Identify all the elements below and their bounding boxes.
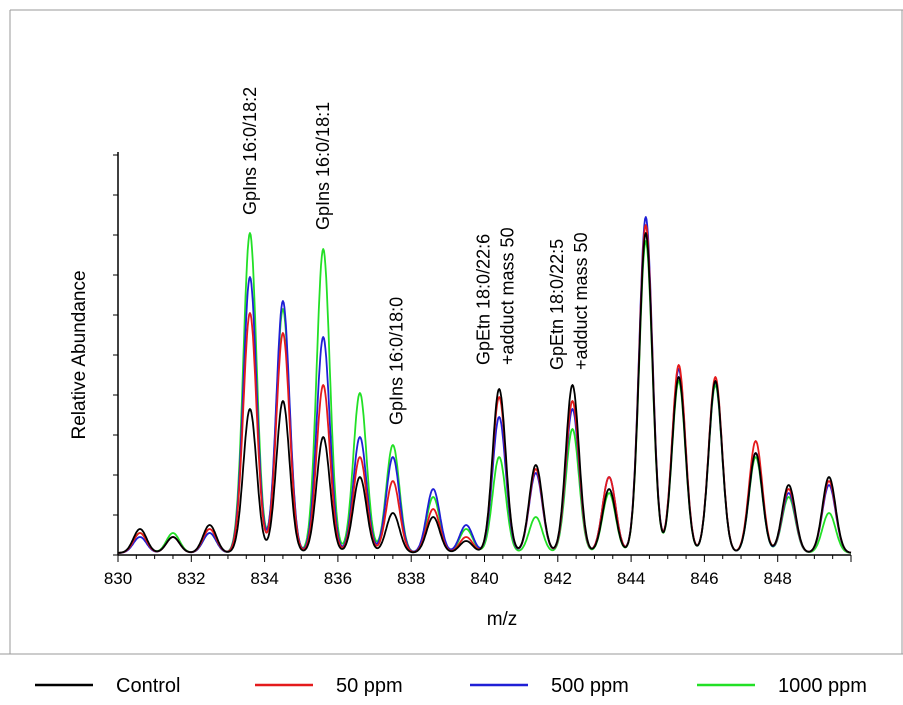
peak-label: +adduct mass 50 xyxy=(571,232,591,370)
y-axis-ticks xyxy=(113,154,118,556)
x-tick-label: 838 xyxy=(397,569,425,588)
series-lines xyxy=(117,216,852,554)
peak-label: +adduct mass 50 xyxy=(498,227,518,365)
legend-label: 500 ppm xyxy=(551,675,629,697)
x-axis-ticks xyxy=(117,555,852,562)
peak-label: GpIns 16:0/18:1 xyxy=(313,102,333,230)
x-tick-label: 842 xyxy=(544,569,572,588)
x-tick-label: 846 xyxy=(690,569,718,588)
x-tick-label: 840 xyxy=(470,569,498,588)
peak-label: GpEtn 18:0/22:6 xyxy=(474,234,494,365)
x-tick-label: 834 xyxy=(250,569,278,588)
x-tick-label: 836 xyxy=(324,569,352,588)
y-axis-label: Relative Abundance xyxy=(69,270,90,439)
peak-label: GpIns 16:0/18:2 xyxy=(240,87,260,215)
peak-label: GpIns 16:0/18:0 xyxy=(387,297,407,425)
x-axis-label: m/z xyxy=(487,609,518,630)
legend: Control 50 ppm 500 ppm 1000 ppm xyxy=(35,675,867,697)
legend-label: 1000 ppm xyxy=(778,675,867,697)
x-tick-label: 844 xyxy=(617,569,645,588)
series-line xyxy=(117,232,852,554)
plot-area: 830 832 834 836 838 840 842 844 846 848 GpIns 16:… xyxy=(104,87,852,588)
x-tick-label: 832 xyxy=(177,569,205,588)
x-axis-tick-labels: 830 832 834 836 838 840 842 844 846 848 xyxy=(104,569,792,588)
legend-label: 50 ppm xyxy=(336,675,403,697)
x-tick-label: 848 xyxy=(764,569,792,588)
peak-annotations: GpIns 16:0/18:2 GpIns 16:0/18:1 GpIns 16:0… xyxy=(240,87,591,425)
x-tick-label: 830 xyxy=(104,569,132,588)
legend-label: Control xyxy=(116,675,180,697)
peak-label: GpEtn 18:0/22:5 xyxy=(547,239,567,370)
